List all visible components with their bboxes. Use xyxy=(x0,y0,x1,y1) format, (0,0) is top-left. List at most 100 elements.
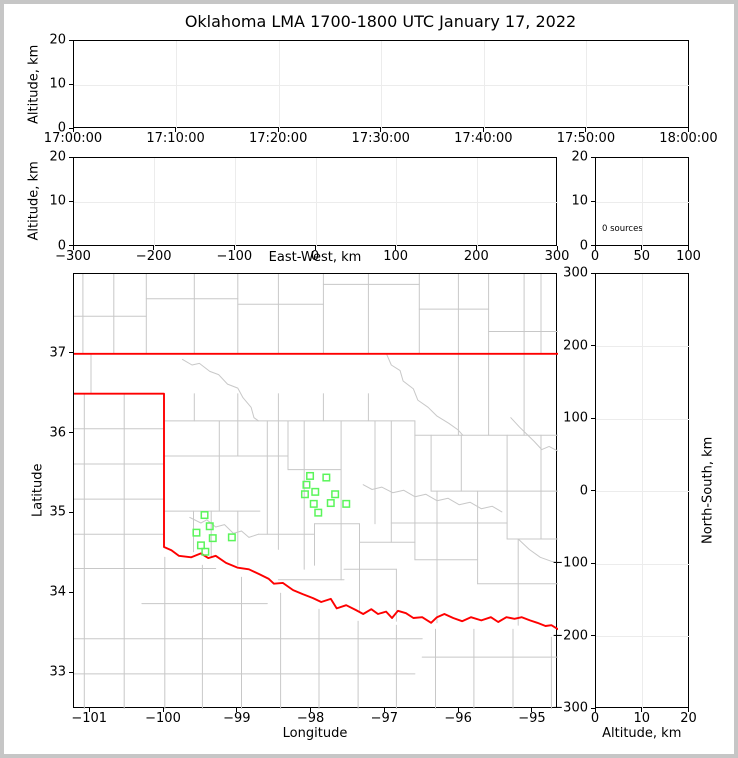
y-tick-label: 10 xyxy=(49,76,66,92)
panel-altitude-vs-time xyxy=(73,40,690,129)
axis-label-ns-altitude: Altitude, km xyxy=(602,726,682,741)
panel-altitude-vs-east-west xyxy=(73,157,558,247)
y-tick-mark xyxy=(591,156,595,158)
x-tick-label: 17:30:00 xyxy=(351,131,410,146)
y-tick-mark xyxy=(591,562,595,564)
y-tick-mark xyxy=(591,245,595,246)
source-marker xyxy=(205,522,214,531)
x-tick-label: 0 xyxy=(590,711,600,726)
y-tick-label: 200 xyxy=(563,338,588,353)
x-tick-label: 18:00:00 xyxy=(659,131,718,146)
grid-line xyxy=(74,201,558,203)
county-line xyxy=(517,538,558,564)
plot-title: Oklahoma LMA 1700-1800 UTC January 17, 2… xyxy=(184,12,577,31)
y-tick-mark xyxy=(69,245,73,246)
x-tick-mark xyxy=(475,245,477,250)
x-tick-mark xyxy=(380,128,382,132)
x-tick-label: 17:00:00 xyxy=(43,131,103,146)
x-tick-mark xyxy=(236,708,238,712)
y-tick-mark xyxy=(69,200,73,202)
x-tick-mark xyxy=(72,128,74,132)
source-marker xyxy=(196,541,205,550)
y-tick-label: −100 xyxy=(552,555,588,571)
x-tick-mark xyxy=(457,708,459,712)
x-tick-mark xyxy=(162,708,164,712)
y-tick-mark xyxy=(69,432,73,434)
x-tick-mark xyxy=(594,708,596,712)
source-marker xyxy=(326,499,335,508)
county-line xyxy=(386,354,464,436)
x-tick-mark xyxy=(88,708,90,712)
grid-line xyxy=(596,491,690,492)
y-tick-label: 35 xyxy=(49,504,66,520)
source-marker xyxy=(201,547,210,556)
x-tick-mark xyxy=(531,708,533,712)
x-tick-mark xyxy=(585,128,587,132)
x-tick-label: 300 xyxy=(544,248,570,264)
county-line xyxy=(510,417,558,452)
y-tick-label: 0 xyxy=(57,238,66,253)
y-tick-mark xyxy=(69,39,73,41)
y-tick-label: 37 xyxy=(49,345,66,361)
y-tick-mark xyxy=(69,127,73,129)
y-tick-mark xyxy=(69,511,73,513)
x-tick-label: −100 xyxy=(216,248,253,264)
x-tick-label: 100 xyxy=(676,248,701,264)
y-tick-label: −300 xyxy=(552,700,588,716)
source-marker xyxy=(331,490,340,499)
x-tick-mark xyxy=(688,708,689,712)
x-tick-mark xyxy=(641,245,643,250)
x-tick-label: −101 xyxy=(71,711,108,726)
state-border-red-river xyxy=(74,392,558,631)
y-tick-label: 36 xyxy=(49,425,66,441)
y-tick-label: 0 xyxy=(57,120,66,136)
x-tick-label: 17:10:00 xyxy=(146,131,205,146)
x-tick-mark xyxy=(314,245,316,250)
x-tick-label: 0 xyxy=(590,248,600,264)
y-tick-mark xyxy=(591,345,595,346)
y-tick-label: 300 xyxy=(563,265,588,281)
y-tick-label: 0 xyxy=(579,238,588,253)
x-tick-label: 17:50:00 xyxy=(556,131,616,146)
axis-label-north-south: North-South, km xyxy=(700,436,716,545)
y-tick-label: 20 xyxy=(49,32,66,48)
source-marker xyxy=(192,528,201,537)
y-tick-label: 33 xyxy=(49,664,66,680)
x-tick-label: 100 xyxy=(383,248,409,264)
county-line xyxy=(362,484,503,513)
y-tick-label: −200 xyxy=(552,628,588,643)
source-marker xyxy=(309,499,318,508)
y-tick-mark xyxy=(69,352,73,354)
source-marker xyxy=(227,533,236,542)
x-tick-mark xyxy=(688,128,689,132)
y-tick-label: 0 xyxy=(579,483,588,498)
grid-line xyxy=(596,418,690,420)
county-line xyxy=(182,358,259,422)
grid-line xyxy=(596,201,690,203)
map-canvas xyxy=(74,274,558,709)
x-tick-mark xyxy=(482,128,484,132)
county-line xyxy=(189,516,259,538)
x-tick-label: 200 xyxy=(463,248,489,264)
source-marker xyxy=(342,499,351,508)
y-tick-label: 20 xyxy=(571,149,588,165)
x-tick-mark xyxy=(310,708,312,712)
x-tick-mark xyxy=(233,245,235,250)
axis-label-latitude: Latitude xyxy=(30,463,46,518)
grid-line xyxy=(596,636,690,637)
y-tick-mark xyxy=(69,156,73,158)
source-marker xyxy=(300,490,309,499)
x-tick-mark xyxy=(594,245,596,250)
x-tick-mark xyxy=(688,245,689,250)
x-tick-label: −97 xyxy=(370,711,399,726)
x-tick-label: −200 xyxy=(135,248,172,264)
x-tick-mark xyxy=(556,245,558,250)
y-tick-mark xyxy=(591,490,595,491)
y-tick-mark xyxy=(591,272,595,274)
x-tick-label: −95 xyxy=(518,711,546,726)
source-marker xyxy=(302,480,311,489)
x-tick-mark xyxy=(395,245,397,250)
source-marker xyxy=(306,471,315,480)
y-tick-label: 100 xyxy=(563,410,588,426)
